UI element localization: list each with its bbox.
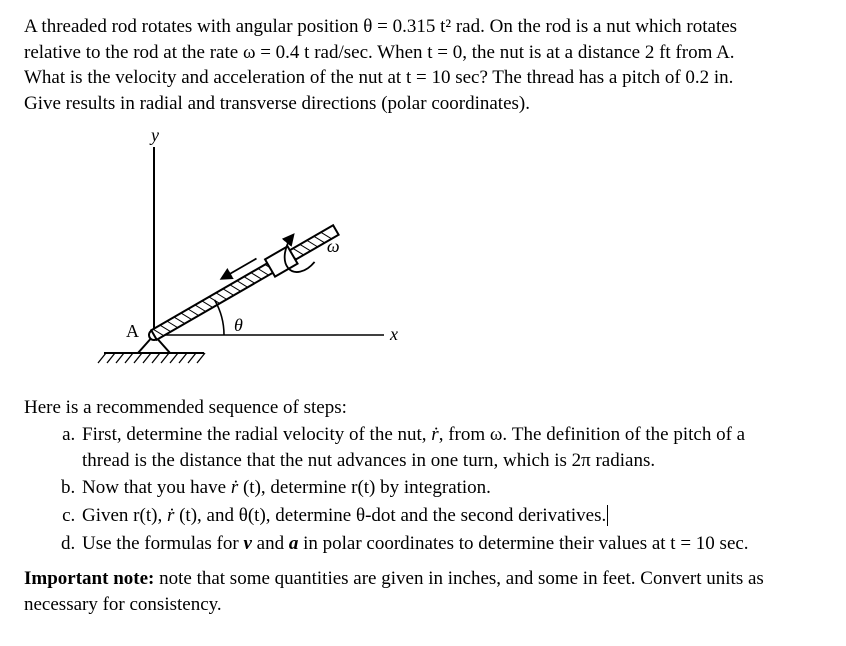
svg-text:x: x [389,324,398,344]
step-b: Now that you have ṙ (t), determine r(t) … [80,475,822,501]
problem-line2a: relative to the rod at the rate [24,42,243,63]
svg-text:A: A [126,321,139,341]
figure-svg: y x Aω θ [84,125,404,385]
problem-line2b: = 0.4 t rad/sec. When t = 0, the nut is … [255,42,734,63]
important-note: Important note: note that some quantitie… [24,566,822,617]
step-d-post: in polar coordinates to determine their … [298,533,748,554]
problem-line1a: A threaded rod rotates with angular posi… [24,16,363,37]
svg-text:y: y [149,125,159,145]
step-d: Use the formulas for v and a in polar co… [80,531,822,557]
a-vector: a [289,533,299,554]
steps-list: First, determine the radial velocity of … [24,422,822,556]
problem-line1b: = 0.315 t² rad. On the rod is a nut whic… [372,16,737,37]
step-a-pre: First, determine the radial velocity of … [82,424,431,445]
steps-intro: Here is a recommended sequence of steps: [24,395,822,421]
omega-symbol: ω [243,42,256,63]
step-c-post: and the second derivatives. [396,505,607,526]
svg-text:ω: ω [327,235,340,255]
problem-line4: Give results in radial and transverse di… [24,93,530,114]
step-c-mid2: , determine [266,505,356,526]
step-d-and: and [252,533,289,554]
theta-of-t: θ(t) [239,505,266,526]
text-cursor [607,505,608,526]
figure: y x Aω θ [84,125,822,385]
note-lead: Important note: [24,568,154,589]
step-c: Given r(t), ṙ (t), and θ(t), determine θ… [80,503,822,529]
step-a-mid2: . The definition of the pitch of a [502,424,745,445]
step-a: First, determine the radial velocity of … [80,422,822,473]
theta-dot: θ-dot [356,505,396,526]
step-d-pre: Use the formulas for [82,533,243,554]
step-b-post: (t), determine r(t) by integration. [238,477,491,498]
step-a-line2: thread is the distance that the nut adva… [82,450,655,471]
v-vector: v [243,533,251,554]
step-c-pre: Given r(t), [82,505,167,526]
omega-symbol-2: ω [490,424,503,445]
step-b-pre: Now that you have [82,477,231,498]
rdot-symbol: ṙ [431,424,438,445]
step-a-mid1: , from [439,424,490,445]
svg-text:θ: θ [234,315,243,335]
step-c-mid1: (t), and [174,505,238,526]
problem-statement: A threaded rod rotates with angular posi… [24,14,822,117]
problem-line3: What is the velocity and acceleration of… [24,67,733,88]
